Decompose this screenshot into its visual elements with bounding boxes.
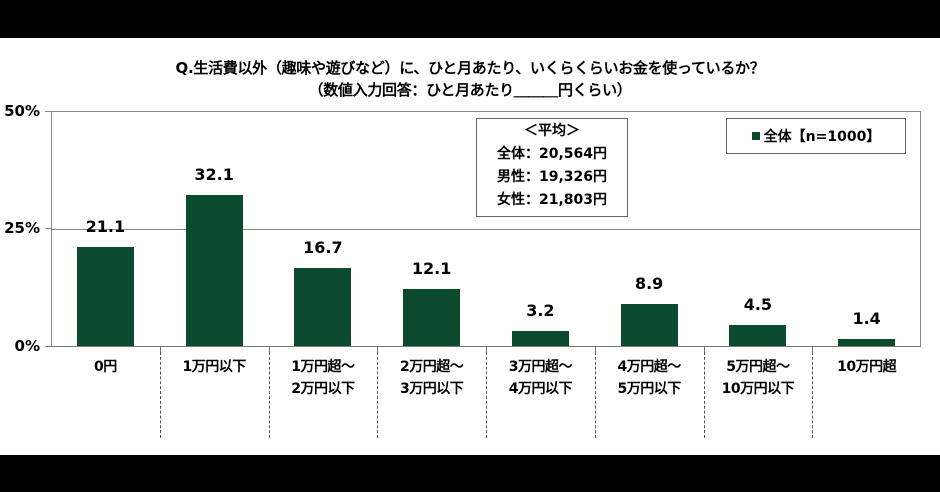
category-label-line2: 3万円以下 — [400, 381, 464, 397]
bar — [185, 195, 243, 346]
bar — [76, 246, 134, 346]
category-separator — [486, 352, 487, 438]
bar-value-label: 4.5 — [743, 294, 773, 314]
category-separator — [159, 352, 161, 438]
bottom-black-band — [0, 455, 940, 492]
x-tickmark — [486, 346, 487, 352]
plot-area — [51, 111, 921, 346]
average-total: 全体：20,564円 — [496, 146, 608, 162]
y-tick-0: 0% — [14, 337, 40, 355]
x-tickmark — [268, 346, 270, 352]
category-label: 4万円超～ 5万円以下 — [595, 356, 703, 400]
category-label-line1: 5万円超～ — [726, 359, 790, 375]
category-label-line1: 10万円超 — [837, 359, 897, 375]
category-label: 1万円超～ 2万円以下 — [269, 356, 377, 400]
category-separator — [377, 352, 379, 438]
y-tick-50: 50% — [4, 102, 40, 120]
category-label: 1万円以下 — [160, 356, 268, 378]
top-black-band — [0, 0, 940, 38]
x-tickmark — [703, 346, 705, 352]
chart-title-line1: Q.生活費以外（趣味や遊びなど）に、ひと月あたり、いくらくらいお金を使っているか… — [175, 59, 765, 77]
category-label-line2: 2万円以下 — [291, 381, 355, 397]
x-tickmark — [377, 346, 379, 352]
category-label-line2: 5万円以下 — [617, 381, 682, 397]
category-label: 5万円超～ 10万円以下 — [704, 356, 812, 400]
bar — [294, 267, 352, 346]
bar-value-label: 3.2 — [526, 300, 555, 320]
category-label: 0円 — [51, 356, 159, 378]
chart-title-line2: （数値入力回答：ひと月あたり＿＿＿円くらい） — [308, 81, 632, 99]
bar — [729, 324, 787, 346]
category-label-line2: 10万円以下 — [721, 381, 795, 397]
legend: 全体【n=1000】 — [726, 118, 906, 154]
category-label-line1: 1万円超～ — [291, 359, 355, 375]
y-tickmark-25 — [45, 228, 51, 229]
gridline-25 — [52, 229, 920, 230]
legend-swatch-icon — [751, 132, 760, 140]
category-label-line1: 0円 — [94, 359, 117, 375]
category-label-line2: 4万円以下 — [508, 381, 573, 397]
bar — [838, 339, 896, 346]
x-tickmark — [594, 346, 596, 352]
y-tickmark-50 — [45, 111, 51, 112]
category-label-line1: 4万円超～ — [617, 359, 682, 375]
average-box: ＜平均＞ 全体：20,564円 男性：19,326円 女性：21,803円 — [476, 118, 628, 217]
category-separator — [268, 352, 270, 438]
bar — [620, 304, 678, 346]
average-heading: ＜平均＞ — [524, 123, 580, 139]
category-separator — [703, 352, 705, 438]
x-tickmark — [159, 346, 161, 352]
bar — [403, 289, 461, 346]
bar-value-label: 21.1 — [85, 216, 126, 236]
bar-value-label: 12.1 — [411, 259, 452, 279]
category-separator — [594, 352, 596, 438]
bar-value-label: 16.7 — [303, 237, 343, 257]
x-axis — [45, 346, 921, 347]
category-label: 10万円超 — [813, 356, 921, 378]
y-tick-25: 25% — [4, 219, 40, 237]
category-label: 3万円超～ 4万円以下 — [486, 356, 594, 400]
category-separator — [812, 352, 814, 438]
bar-value-label: 32.1 — [194, 165, 234, 185]
average-male: 男性：19,326円 — [496, 169, 608, 185]
legend-label: 全体【n=1000】 — [763, 129, 881, 145]
category-label: 2万円超～ 3万円以下 — [378, 356, 486, 400]
bar — [511, 330, 569, 346]
category-label-line1: 2万円超～ — [400, 359, 464, 375]
x-tickmark — [812, 346, 814, 352]
bar-value-label: 1.4 — [852, 309, 881, 329]
category-label-line1: 3万円超～ — [508, 359, 573, 375]
bar-value-label: 8.9 — [634, 274, 664, 294]
average-female: 女性：21,803円 — [496, 192, 608, 208]
category-label-line1: 1万円以下 — [182, 359, 247, 375]
